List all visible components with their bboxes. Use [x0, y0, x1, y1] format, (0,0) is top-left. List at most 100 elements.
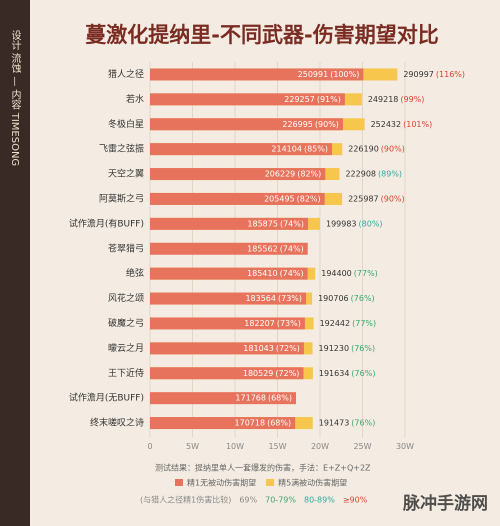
- value-label: 170718: [235, 419, 266, 428]
- y-tick-label: 曚云之月: [108, 342, 144, 354]
- x-tick-label: 25W: [353, 442, 371, 451]
- legend-label: 精1无被动伤害期望: [187, 478, 256, 488]
- value-label: 226190: [348, 145, 379, 154]
- note: 测试结果：提纳里单人一套爆发的伤害，手法：E+Z+Q+2Z: [155, 463, 371, 473]
- percent-label: (74%): [280, 219, 304, 228]
- value-label: 222908: [345, 170, 376, 179]
- percent-label: (90%): [381, 194, 405, 203]
- bar: [150, 417, 296, 430]
- bar: [150, 68, 364, 81]
- value-label: 205495: [264, 194, 295, 203]
- percent-label: (76%): [351, 369, 375, 378]
- bar: [150, 267, 308, 280]
- value-label: 181043: [243, 344, 274, 353]
- percent-label: (91%): [317, 95, 341, 104]
- value-label: 225987: [348, 194, 379, 203]
- percent-label: (72%): [275, 369, 299, 378]
- value-label: 214104: [271, 145, 302, 154]
- percent-label: (76%): [351, 419, 375, 428]
- percent-label: (82%): [297, 170, 321, 179]
- bar: [150, 118, 343, 131]
- percent-label: (68%): [267, 419, 291, 428]
- bar: [150, 93, 345, 106]
- x-tick-label: 15W: [268, 442, 286, 451]
- tier-label: 69%: [239, 496, 257, 505]
- y-tick-label: 苍翠猎弓: [108, 242, 144, 254]
- percent-label: (74%): [280, 244, 304, 253]
- percent-label: (68%): [268, 394, 292, 403]
- legend-label: 精5满被动伤害期望: [278, 478, 347, 488]
- percent-label: (100%): [330, 70, 359, 79]
- tier-label: 80-89%: [304, 496, 335, 505]
- y-tick-label: 试作澹月(有BUFF): [69, 217, 144, 229]
- value-label: 191230: [319, 344, 350, 353]
- percent-label: (76%): [351, 344, 375, 353]
- legend-swatch: [175, 479, 183, 486]
- value-label: 249218: [368, 95, 399, 104]
- y-tick-label: 猎人之径: [108, 68, 144, 80]
- x-tick-label: 20W: [311, 442, 329, 451]
- y-tick-label: 试作澹月(无BUFF): [69, 392, 144, 404]
- percent-label: (90%): [381, 145, 405, 154]
- bar: [150, 217, 308, 230]
- percent-label: (101%): [403, 120, 432, 129]
- value-label: 194400: [321, 269, 352, 278]
- tier-label: 70-79%: [265, 496, 296, 505]
- sidebar-text: 设计 流蚀 — 内容 TIMESONG: [9, 30, 21, 166]
- y-tick-label: 王下近侍: [108, 367, 144, 379]
- percent-label: (77%): [352, 319, 376, 328]
- x-tick-label: 5W: [186, 442, 199, 451]
- y-tick-label: 终末嗟叹之诗: [90, 417, 144, 429]
- percent-label: (77%): [354, 269, 378, 278]
- value-label: 185875: [247, 219, 278, 228]
- value-label: 252432: [371, 120, 402, 129]
- bar: [150, 392, 297, 405]
- percent-label: (72%): [276, 344, 300, 353]
- bar: [150, 242, 308, 255]
- value-label: 226995: [282, 120, 313, 129]
- value-label: 250991: [298, 70, 329, 79]
- percent-label: (73%): [278, 294, 302, 303]
- percent-label: (85%): [304, 145, 328, 154]
- value-label: 192442: [320, 319, 351, 328]
- value-label: 229257: [284, 95, 315, 104]
- percent-label: (74%): [280, 269, 304, 278]
- value-label: 185410: [247, 269, 278, 278]
- value-label: 199983: [326, 219, 357, 228]
- value-label: 180529: [243, 369, 274, 378]
- value-label: 206229: [265, 170, 296, 179]
- y-tick-label: 风花之颂: [108, 292, 144, 304]
- bar: [150, 342, 304, 355]
- y-tick-label: 冬极白星: [108, 118, 144, 130]
- percent-label: (82%): [297, 194, 321, 203]
- y-tick-label: 阿莫斯之弓: [99, 192, 144, 204]
- x-tick-label: 30W: [396, 442, 414, 451]
- bar: [150, 168, 326, 181]
- x-tick-label: 0: [147, 442, 152, 451]
- value-label: 182207: [244, 319, 275, 328]
- percent-label: (73%): [277, 319, 301, 328]
- bar: [150, 292, 307, 305]
- percent-label: (116%): [436, 70, 465, 79]
- tier-title: (与猎人之径精1伤害比较): [140, 495, 231, 505]
- value-label: 191634: [319, 369, 350, 378]
- bar: [150, 317, 305, 330]
- value-label: 185562: [247, 244, 278, 253]
- value-label: 171768: [235, 394, 266, 403]
- percent-label: (89%): [378, 170, 402, 179]
- legend-swatch: [266, 479, 275, 486]
- percent-label: (76%): [351, 294, 375, 303]
- bar: [150, 143, 332, 156]
- x-tick-label: 10W: [226, 442, 244, 451]
- y-tick-label: 飞雷之弦振: [99, 143, 144, 155]
- tier-label: ≥90%: [343, 496, 368, 505]
- value-label: 191473: [319, 419, 350, 428]
- percent-label: (99%): [400, 95, 424, 104]
- value-label: 290997: [403, 70, 434, 79]
- sidebar: [0, 0, 30, 526]
- y-tick-label: 破魔之弓: [108, 317, 144, 329]
- chart-title: 蔓激化提纳里-不同武器-伤害期望对比: [85, 23, 438, 47]
- percent-label: (90%): [315, 120, 339, 129]
